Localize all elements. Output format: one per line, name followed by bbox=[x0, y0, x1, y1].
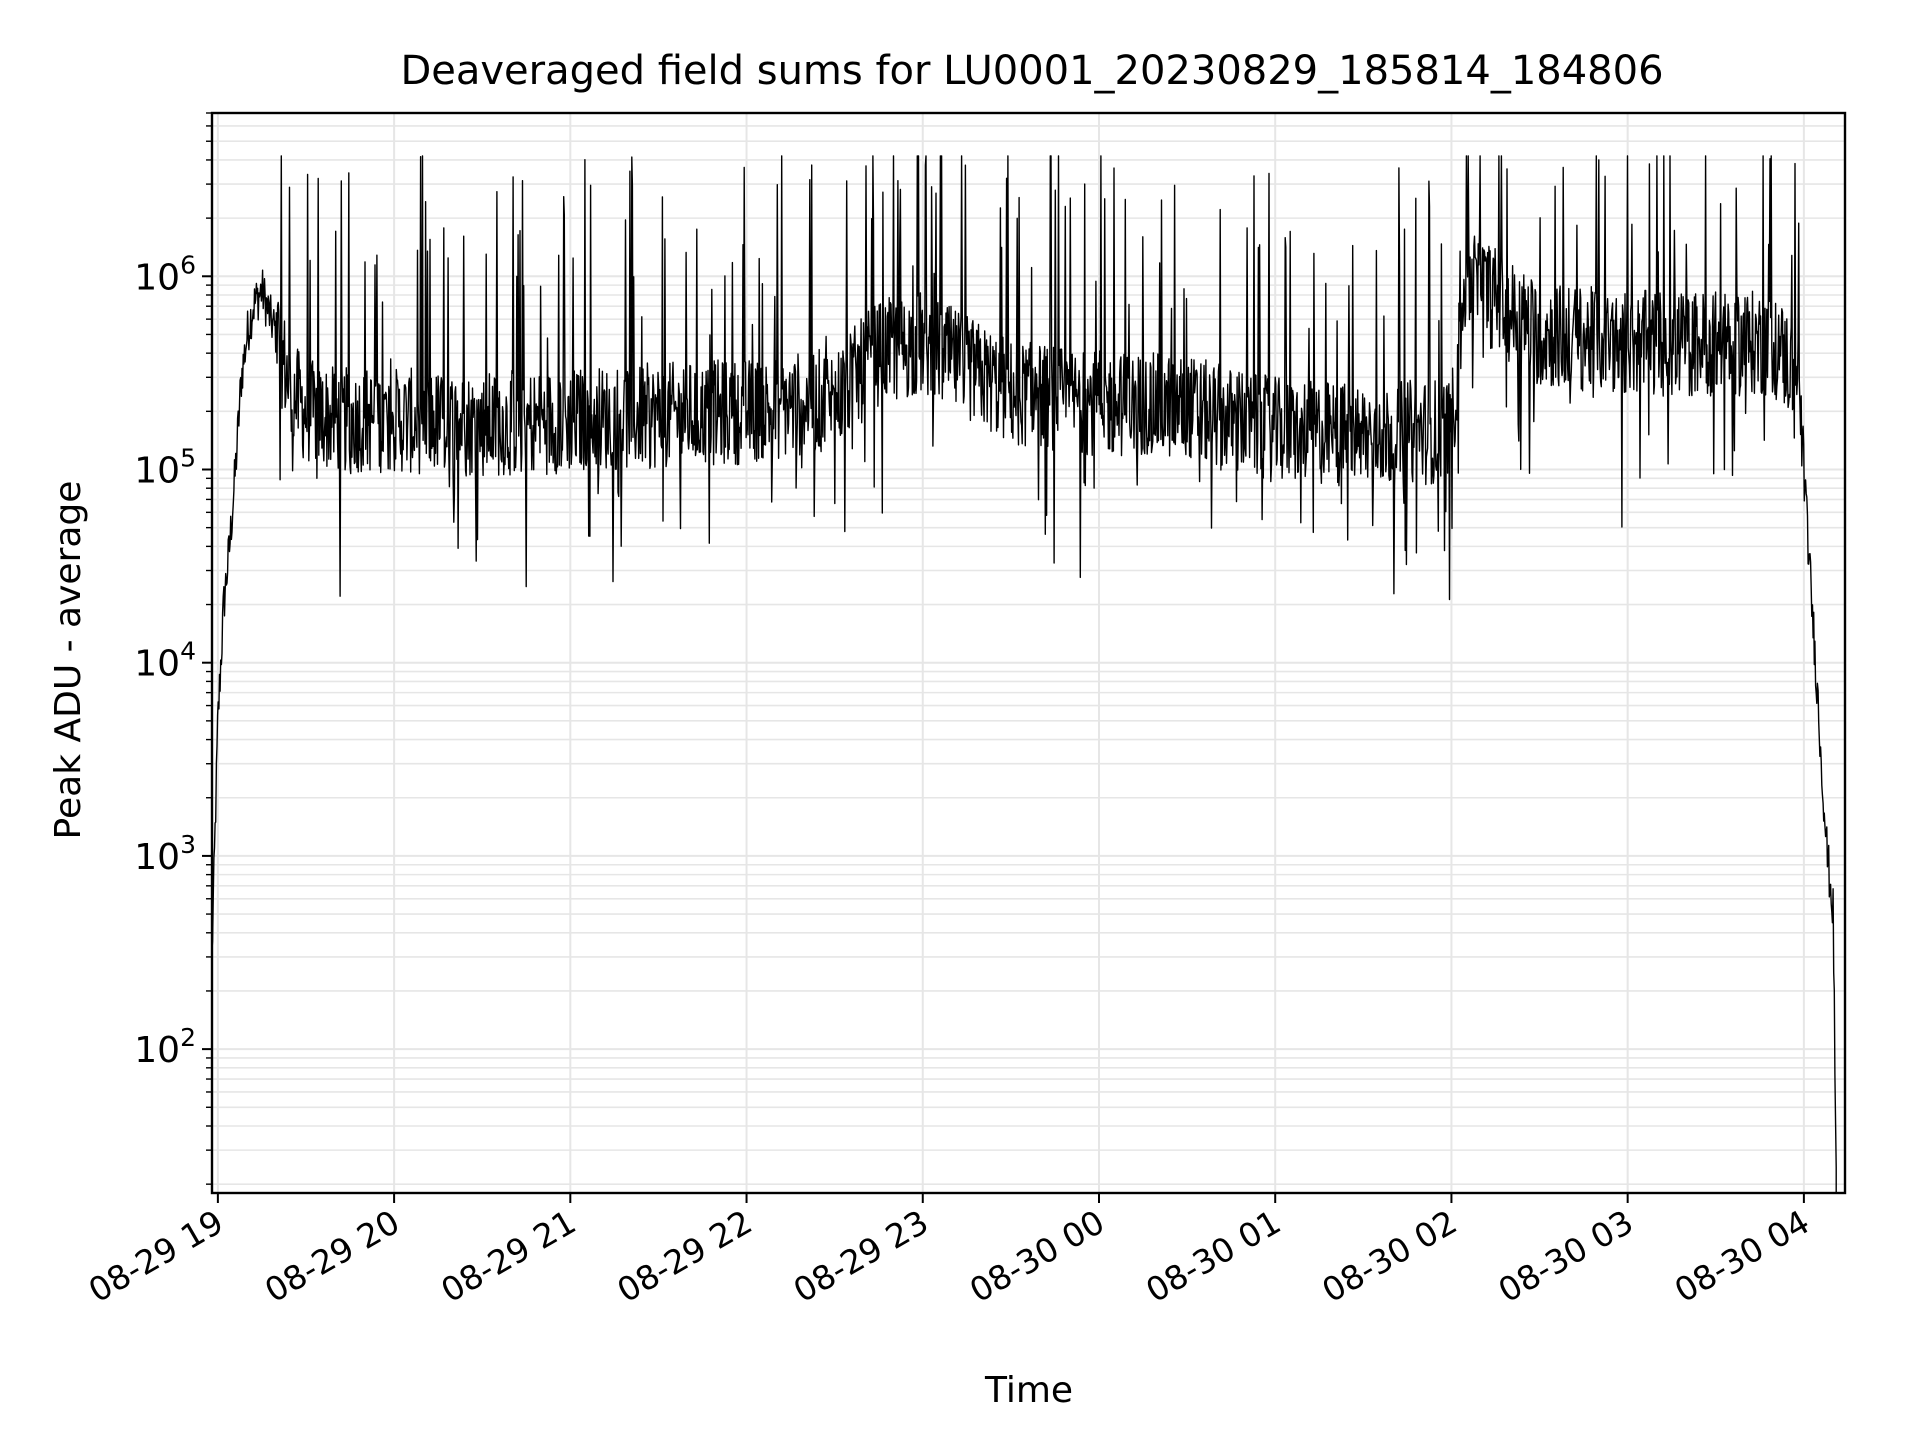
grid bbox=[212, 112, 1845, 1193]
plot-frame bbox=[210, 111, 1847, 1195]
chart-title: Deaveraged field sums for LU0001_2023082… bbox=[400, 48, 1663, 94]
series-line bbox=[211, 155, 1837, 1193]
y-tick-label: 105 bbox=[134, 443, 196, 491]
y-tick-label: 103 bbox=[134, 830, 196, 878]
y-tick-label: 106 bbox=[134, 250, 196, 298]
y-tick-label: 102 bbox=[134, 1023, 196, 1071]
y-tick-label: 104 bbox=[134, 637, 196, 685]
y-axis-label: Peak ADU - average bbox=[48, 481, 89, 840]
x-axis-label: Time bbox=[984, 1370, 1073, 1411]
plot-area bbox=[211, 155, 1837, 1193]
